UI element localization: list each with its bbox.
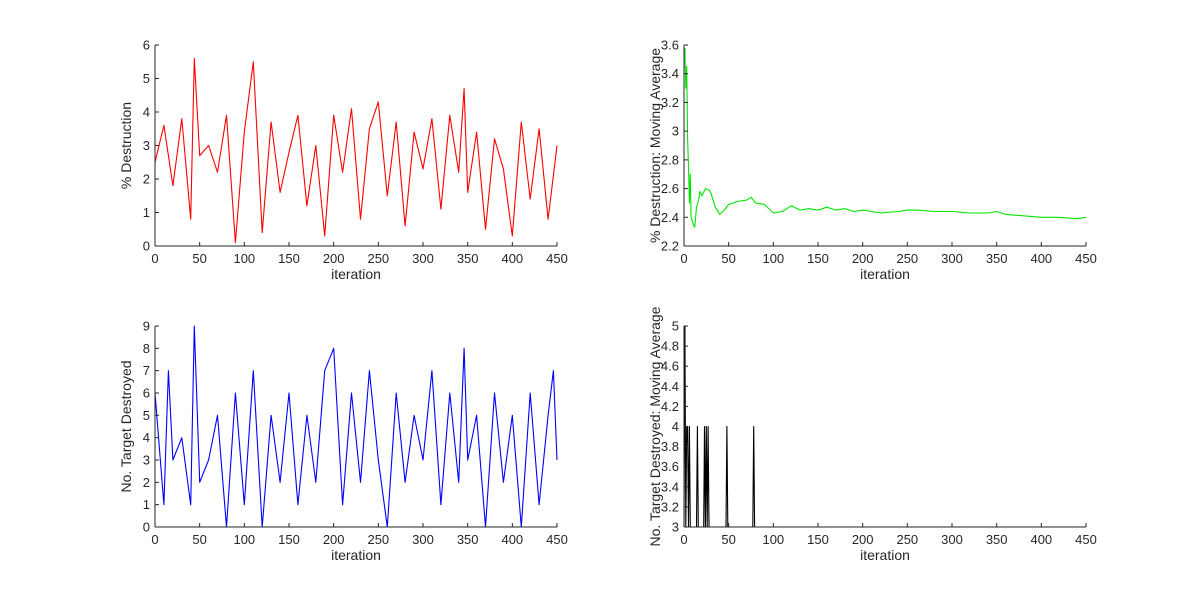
y-tick-label: 4 xyxy=(672,419,679,434)
y-tick-label: 7 xyxy=(143,363,150,378)
series-line-0 xyxy=(154,57,558,244)
y-tick-label: 4.6 xyxy=(661,359,679,374)
y-tick-label: 6 xyxy=(143,386,150,401)
y-tick-label: 3.4 xyxy=(661,479,679,494)
y-tick-label: 2.6 xyxy=(661,181,679,196)
y-axis-label: % Destruction: Moving Average xyxy=(647,48,663,243)
x-tick-label: 0 xyxy=(151,251,158,266)
x-axis-label: iteration xyxy=(860,547,910,563)
y-tick-label: 4.2 xyxy=(661,399,679,414)
x-tick-label: 250 xyxy=(367,532,389,547)
series-line-0 xyxy=(683,325,1086,528)
x-tick-label: 0 xyxy=(680,251,687,266)
x-tick-label: 450 xyxy=(1075,532,1097,547)
x-tick-label: 350 xyxy=(986,532,1008,547)
x-tick-label: 350 xyxy=(986,251,1008,266)
x-tick-label: 0 xyxy=(680,532,687,547)
y-tick-label: 2.4 xyxy=(661,210,679,225)
y-tick-label: 5 xyxy=(672,319,679,334)
x-tick-label: 300 xyxy=(412,251,434,266)
y-tick-label: 6 xyxy=(143,38,150,53)
x-tick-label: 350 xyxy=(457,532,479,547)
x-tick-label: 400 xyxy=(1030,251,1052,266)
x-tick-label: 350 xyxy=(457,251,479,266)
y-tick-label: 4.8 xyxy=(661,339,679,354)
y-tick-label: 3.6 xyxy=(661,459,679,474)
x-tick-label: 250 xyxy=(896,532,918,547)
x-tick-label: 100 xyxy=(762,251,784,266)
x-tick-label: 300 xyxy=(941,532,963,547)
y-tick-label: 3.6 xyxy=(661,38,679,53)
x-tick-label: 450 xyxy=(546,532,568,547)
x-tick-label: 400 xyxy=(501,532,523,547)
x-tick-label: 0 xyxy=(151,532,158,547)
x-tick-label: 250 xyxy=(896,251,918,266)
y-tick-label: 2 xyxy=(143,475,150,490)
y-tick-label: 4 xyxy=(143,430,150,445)
y-axis-label: No. Target Destroyed: Moving Average xyxy=(647,306,663,546)
x-tick-label: 450 xyxy=(546,251,568,266)
y-tick-label: 3.2 xyxy=(661,95,679,110)
y-tick-label: 2.8 xyxy=(661,152,679,167)
targets-destroyed-moving-average-plot: 0 50 100 150 200 250 300 350 400 450 3 3.2 3.4 3.6 3.8… xyxy=(647,306,1097,563)
x-tick-label: 100 xyxy=(233,532,255,547)
y-tick-label: 2.2 xyxy=(661,239,679,254)
x-axis-label: iteration xyxy=(331,547,381,563)
x-tick-label: 50 xyxy=(721,532,735,547)
y-tick-label: 3.2 xyxy=(661,499,679,514)
x-tick-label: 200 xyxy=(323,251,345,266)
y-tick-label: 0 xyxy=(143,520,150,535)
y-tick-label: 3 xyxy=(143,453,150,468)
series-line-0 xyxy=(154,325,558,528)
x-tick-label: 200 xyxy=(852,251,874,266)
x-axis-label: iteration xyxy=(860,266,910,282)
x-tick-label: 50 xyxy=(721,251,735,266)
x-tick-label: 150 xyxy=(807,251,829,266)
x-axis-label: iteration xyxy=(331,266,381,282)
x-tick-label: 400 xyxy=(1030,532,1052,547)
x-tick-label: 100 xyxy=(233,251,255,266)
x-tick-label: 50 xyxy=(192,251,206,266)
y-tick-label: 3 xyxy=(143,138,150,153)
y-tick-label: 8 xyxy=(143,341,150,356)
targets-destroyed-plot: 0 50 100 150 200 250 300 350 400 450 0 1 2 3 4 5 6 7 8 9 ite… xyxy=(118,319,568,564)
x-tick-label: 250 xyxy=(367,251,389,266)
x-tick-label: 150 xyxy=(278,532,300,547)
series-line-0 xyxy=(684,47,1087,228)
y-tick-label: 5 xyxy=(143,71,150,86)
y-tick-label: 3 xyxy=(672,520,679,535)
y-tick-label: 9 xyxy=(143,319,150,334)
destruction-moving-average-plot: 0 50 100 150 200 250 300 350 400 450 2.2 2.4 2.6 2.8 3… xyxy=(647,38,1097,283)
y-axis-label: % Destruction xyxy=(118,102,134,189)
y-tick-label: 2 xyxy=(143,172,150,187)
x-tick-label: 200 xyxy=(323,532,345,547)
y-tick-label: 3 xyxy=(672,124,679,139)
x-tick-label: 300 xyxy=(412,532,434,547)
x-tick-label: 400 xyxy=(501,251,523,266)
x-tick-label: 100 xyxy=(762,532,784,547)
x-tick-label: 450 xyxy=(1075,251,1097,266)
y-axis-label: No. Target Destroyed xyxy=(118,360,134,492)
x-tick-label: 300 xyxy=(941,251,963,266)
y-tick-label: 0 xyxy=(143,239,150,254)
destruction-plot: 0 50 100 150 200 250 300 350 400 450 0 1 2 3 4 5 6 iterat… xyxy=(118,38,568,283)
y-tick-label: 1 xyxy=(143,497,150,512)
y-tick-label: 1 xyxy=(143,205,150,220)
y-tick-label: 5 xyxy=(143,408,150,423)
y-tick-label: 3.8 xyxy=(661,439,679,454)
x-tick-label: 200 xyxy=(852,532,874,547)
y-tick-label: 3.4 xyxy=(661,66,679,81)
x-tick-label: 150 xyxy=(807,532,829,547)
y-tick-label: 4 xyxy=(143,105,150,120)
y-tick-label: 4.4 xyxy=(661,379,679,394)
x-tick-label: 150 xyxy=(278,251,300,266)
x-tick-label: 50 xyxy=(192,532,206,547)
